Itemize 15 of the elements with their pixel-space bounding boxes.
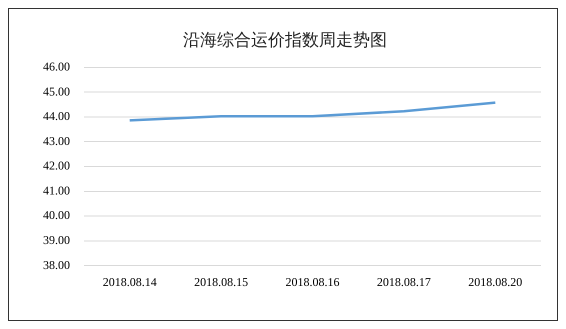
chart-title: 沿海综合运价指数周走势图: [183, 30, 387, 50]
x-tick-label: 2018.08.15: [194, 274, 248, 289]
y-tick-label: 44.00: [43, 109, 70, 124]
x-tick-label: 2018.08.16: [286, 274, 340, 289]
y-tick-label: 38.00: [43, 258, 70, 272]
x-tick-label: 2018.08.17: [376, 274, 431, 289]
x-tick-label: 2018.08.20: [468, 274, 522, 289]
y-tick-label: 46.00: [43, 60, 70, 74]
y-tick-label: 45.00: [43, 84, 70, 98]
x-tick-label: 2018.08.14: [102, 274, 157, 289]
y-tick-label: 42.00: [43, 158, 70, 173]
y-tick-label: 41.00: [43, 183, 70, 198]
y-tick-label: 39.00: [43, 232, 70, 247]
y-tick-label: 43.00: [43, 134, 70, 148]
y-tick-label: 40.00: [43, 208, 70, 222]
